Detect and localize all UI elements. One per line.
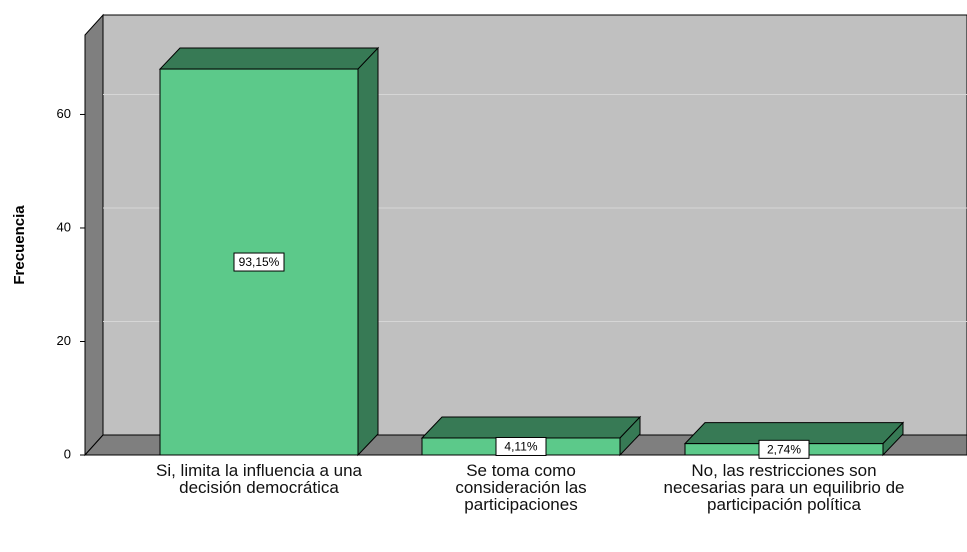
value-label: 4,11%	[504, 440, 537, 454]
y-tick-label: 0	[64, 446, 71, 461]
value-label-box	[233, 252, 285, 272]
value-label-box	[758, 439, 810, 459]
side-wall	[84, 13, 104, 457]
value-label: 93,15%	[239, 255, 280, 269]
y-tick-label: 40	[57, 219, 71, 234]
x-tick-label: Si, limita la influencia a una decisión …	[155, 461, 362, 497]
x-tick-label: Se toma como consideración las participa…	[455, 461, 587, 514]
bars: 93,15% 4,11% 2,74%	[158, 46, 905, 459]
bar-top	[158, 47, 380, 70]
y-tick-label: 20	[57, 333, 71, 348]
bar: 2,74%	[683, 421, 905, 459]
bar: 93,15%	[158, 46, 380, 457]
bar-side	[357, 46, 379, 457]
y-axis-label: Frecuencia	[11, 205, 28, 285]
value-label: 2,74%	[767, 442, 801, 456]
value-label-box	[495, 436, 547, 456]
bar-top	[420, 416, 642, 439]
y-tick-label: 60	[57, 106, 71, 121]
x-tick-label: No, las restricciones son necesarias par…	[663, 461, 905, 514]
bar: 4,11%	[420, 415, 642, 457]
